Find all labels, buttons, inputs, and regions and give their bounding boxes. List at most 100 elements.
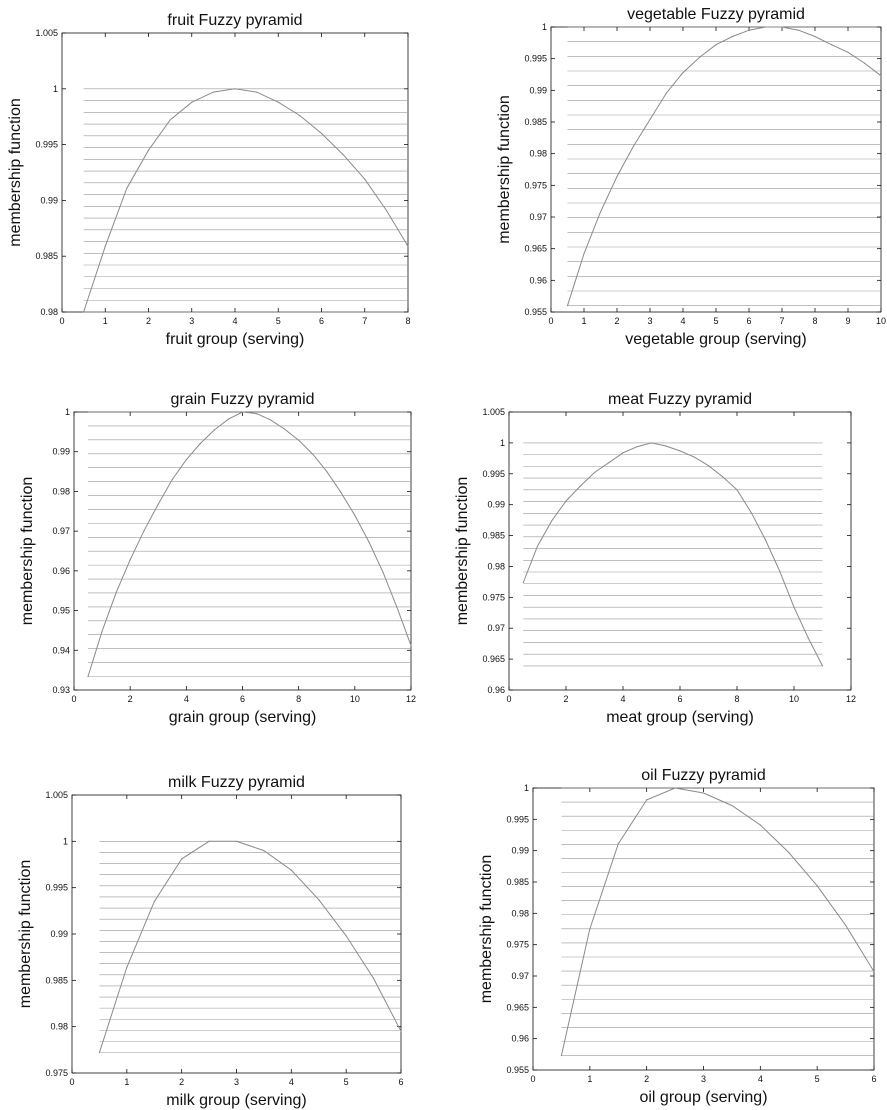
y-tick-label: 0.985 [506, 877, 529, 887]
data-point [104, 245, 106, 247]
data-point [181, 858, 183, 860]
data-point [779, 570, 781, 572]
x-tick-label: 6 [398, 1077, 403, 1087]
x-axis-label: vegetable group (serving) [625, 331, 806, 348]
data-point [98, 1052, 101, 1054]
data-point [255, 412, 258, 415]
x-tick-label: 0 [71, 694, 76, 704]
data-point [674, 787, 676, 789]
y-axis-label: membership function [17, 860, 34, 1009]
y-tick-label: 0.98 [511, 908, 529, 918]
data-point [616, 175, 618, 178]
data-point [593, 471, 596, 474]
data-point [372, 977, 375, 980]
membership-curve [560, 787, 875, 1056]
x-axis-label: oil group (serving) [639, 1089, 767, 1106]
data-point [277, 101, 279, 103]
y-tick-label: 0.98 [52, 486, 70, 496]
x-tick-label: 1 [587, 1074, 592, 1084]
y-tick-label: 0.975 [506, 940, 529, 950]
data-point [199, 442, 201, 444]
y-tick-label: 0.995 [524, 54, 547, 64]
data-point [816, 885, 818, 887]
plot-frame [550, 26, 882, 313]
data-point [340, 491, 342, 493]
y-tick-label: 0.995 [45, 883, 68, 893]
x-tick-label: 8 [734, 694, 739, 704]
data-point [830, 44, 833, 46]
y-tick-label: 0.96 [511, 1034, 529, 1044]
y-tick-label: 0.98 [529, 149, 547, 159]
data-point [101, 630, 103, 632]
x-tick-label: 3 [647, 316, 652, 326]
y-tick-label: 0.99 [511, 846, 529, 856]
data-point [566, 305, 569, 307]
x-tick-label: 5 [344, 1077, 349, 1087]
x-tick-label: 2 [614, 316, 619, 326]
x-tick-label: 12 [846, 694, 856, 704]
data-point [115, 592, 117, 594]
data-point [153, 900, 155, 903]
y-tick-label: 0.965 [506, 1002, 529, 1012]
y-tick-label: 0.985 [524, 117, 547, 127]
plot-frame [61, 32, 409, 313]
x-tick-label: 2 [128, 694, 133, 704]
data-point [793, 606, 795, 608]
x-tick-label: 3 [701, 1074, 706, 1084]
data-point [290, 869, 292, 871]
y-axis-label: membership function [454, 477, 471, 626]
data-point [759, 824, 761, 826]
chart-panel: 0 2 4 6 8 10 12 0.96 0.965 0.97 0.975 0.98 0.985 0.99… [454, 391, 856, 726]
data-point [617, 843, 619, 845]
data-point [227, 418, 230, 420]
data-point [326, 470, 328, 473]
y-tick-label: 1 [65, 407, 70, 417]
y-tick-label: 1 [542, 22, 547, 32]
x-tick-label: 4 [289, 1077, 294, 1087]
y-tick-label: 1 [53, 84, 58, 94]
data-point [83, 311, 85, 313]
data-point [731, 35, 734, 38]
y-tick-label: 0.96 [52, 566, 70, 576]
data-point [788, 851, 790, 854]
x-tick-label: 5 [815, 1074, 820, 1084]
data-point [807, 637, 809, 639]
y-tick-label: 1 [63, 836, 68, 846]
y-tick-label: 0.99 [40, 195, 58, 205]
y-tick-label: 0.98 [40, 307, 58, 317]
y-tick-label: 0.93 [52, 685, 70, 695]
x-tick-label: 8 [296, 694, 301, 704]
y-tick-label: 0.98 [487, 561, 505, 571]
data-point [364, 178, 366, 180]
data-point [298, 439, 300, 441]
y-tick-label: 0.965 [482, 654, 505, 664]
data-point [126, 966, 128, 968]
data-point [797, 29, 800, 31]
x-tick-label: 12 [406, 694, 416, 704]
data-point [269, 419, 272, 421]
plot-frame [508, 411, 852, 691]
y-tick-label: 1 [524, 783, 529, 793]
data-point [583, 253, 585, 255]
data-point [579, 485, 581, 487]
x-tick-label: 8 [812, 316, 817, 326]
data-point [171, 478, 173, 481]
x-tick-label: 9 [845, 316, 850, 326]
data-point [345, 935, 347, 937]
data-point [318, 899, 320, 901]
chart-panel: 0 1 2 3 4 5 6 0.955 0.96 0.965 0.97 0.975 0.98 0.985 0… [478, 767, 877, 1106]
y-tick-label: 0.975 [524, 180, 547, 190]
chart-panel: 0 2 4 6 8 10 12 0.93 0.94 0.95 0.96 0.97 0.98 0.99 1 gr… [19, 391, 416, 726]
x-tick-label: 3 [234, 1077, 239, 1087]
x-tick-label: 10 [350, 694, 360, 704]
y-tick-label: 1.005 [35, 28, 58, 38]
data-point [880, 75, 882, 77]
data-point [342, 154, 344, 156]
data-point [736, 489, 738, 491]
data-point [693, 456, 695, 458]
data-point [126, 187, 128, 189]
membership-curve [522, 442, 823, 667]
data-point [551, 520, 553, 522]
y-tick-label: 0.955 [524, 307, 547, 317]
y-axis-label: membership function [478, 855, 495, 1004]
